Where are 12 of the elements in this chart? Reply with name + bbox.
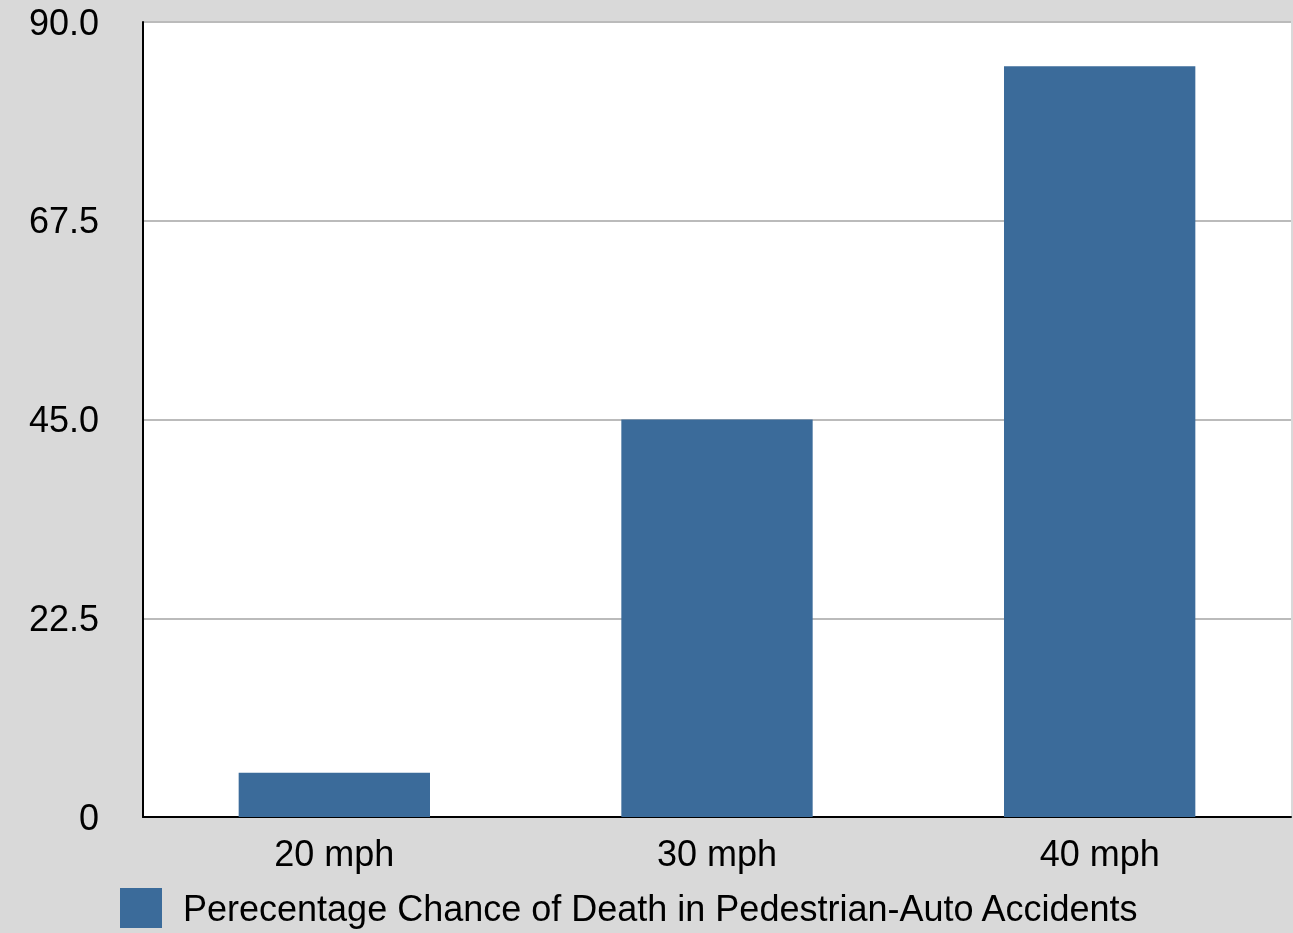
bar	[238, 772, 430, 817]
x-tick-label: 30 mph	[656, 832, 778, 874]
legend-label: Perecentage Chance of Death in Pedestrian-Auto Accidents	[183, 887, 1138, 929]
x-tick-label: 40 mph	[1039, 832, 1160, 874]
bar	[621, 419, 813, 817]
y-tick-label: 67.5	[28, 200, 99, 242]
y-tick-label: 22.5	[28, 597, 99, 639]
x-tick-label: 20 mph	[274, 832, 395, 874]
y-tick-label: 0	[78, 796, 99, 838]
bar	[1004, 66, 1196, 817]
y-tick-label: 45.0	[28, 399, 99, 440]
y-tick-label: 90.0	[28, 1, 99, 43]
